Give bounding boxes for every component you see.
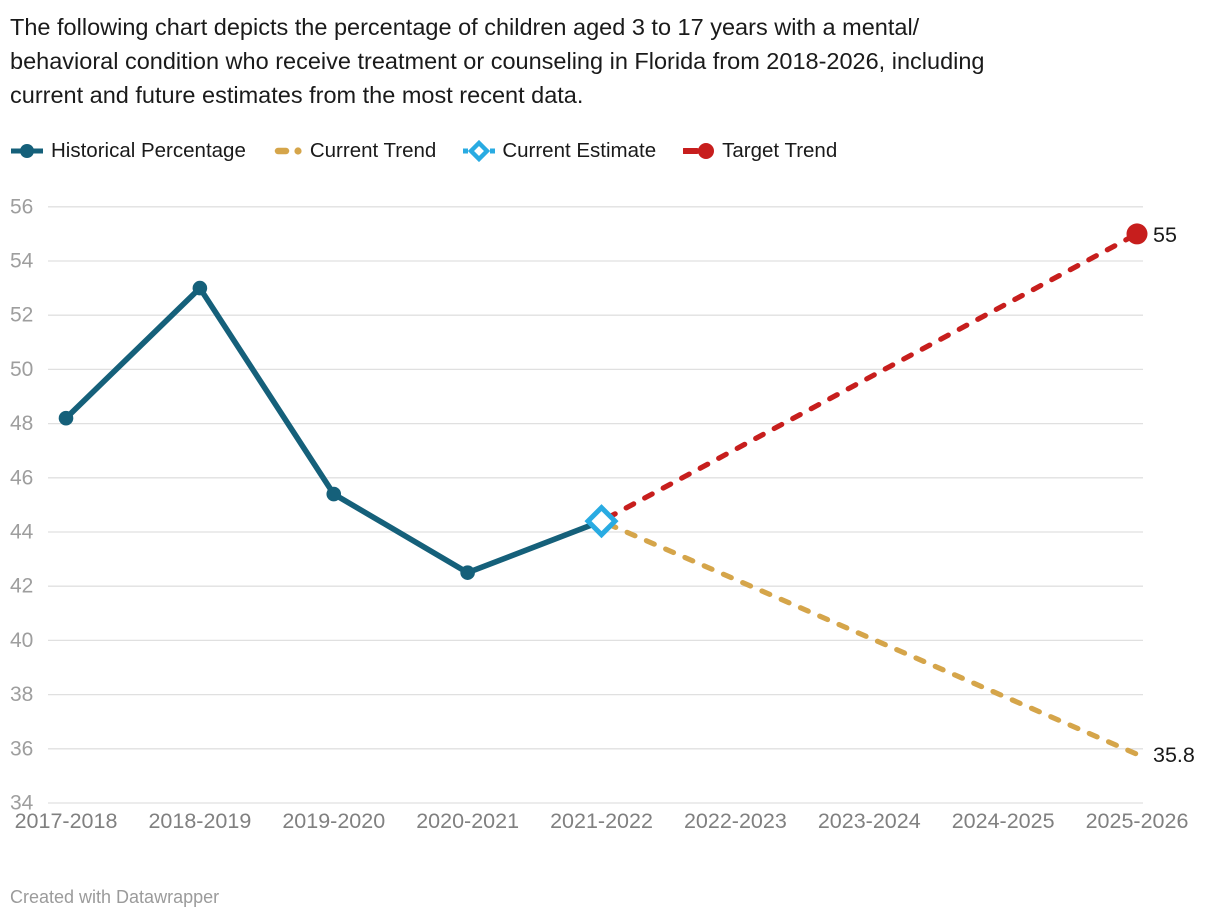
legend-item-current-trend: Current Trend — [273, 139, 436, 163]
y-tick-label: 36 — [10, 737, 33, 760]
data-point-marker — [460, 565, 475, 580]
data-point-marker — [326, 486, 342, 502]
chart-title-line: current and future estimates from the mo… — [10, 82, 584, 108]
series-end-value-label: 35.8 — [1153, 743, 1195, 767]
series-end-value-label: 55 — [1153, 223, 1177, 247]
legend-item-historical-percentage: Historical Percentage — [10, 139, 246, 163]
chart-title-line: behavioral condition who receive treatme… — [10, 48, 985, 74]
y-tick-label: 50 — [10, 358, 33, 381]
dashed-line-icon — [274, 147, 302, 155]
y-tick-label: 44 — [10, 521, 34, 544]
y-tick-label: 40 — [10, 629, 33, 652]
legend-label: Target Trend — [722, 139, 838, 162]
chart-title-line: The following chart depicts the percenta… — [10, 14, 920, 40]
y-tick-label: 48 — [10, 412, 33, 435]
legend-item-current-estimate: Current Estimate — [463, 139, 656, 163]
current-estimate-marker — [584, 504, 619, 539]
x-tick-label: 2021-2022 — [550, 809, 653, 833]
legend-label: Current Estimate — [502, 139, 657, 162]
y-tick-label: 52 — [10, 304, 33, 327]
series-line-current-trend — [598, 518, 1140, 757]
x-tick-label: 2024-2025 — [952, 809, 1055, 833]
hollow-diamond-icon — [463, 140, 496, 162]
x-tick-label: 2025-2026 — [1086, 809, 1189, 833]
x-tick-label: 2017-2018 — [15, 809, 118, 833]
series-line-target-trend — [598, 231, 1140, 524]
y-tick-label: 38 — [10, 683, 33, 706]
target-end-marker — [1126, 223, 1148, 245]
x-tick-label: 2023-2024 — [818, 809, 921, 833]
legend: Historical Percentage Current Trend Curr… — [10, 139, 837, 163]
chart-title: The following chart depicts the percenta… — [10, 10, 985, 112]
legend-label: Historical Percentage — [51, 139, 246, 162]
y-tick-label: 56 — [10, 195, 33, 218]
legend-item-target-trend: Target Trend — [683, 139, 837, 163]
y-tick-label: 54 — [10, 250, 34, 273]
y-tick-label: 46 — [10, 466, 33, 489]
series-line-historical-percentage — [63, 285, 605, 576]
data-point-marker — [58, 410, 74, 426]
y-tick-label: 42 — [10, 575, 33, 598]
x-tick-label: 2019-2020 — [282, 809, 385, 833]
data-point-marker — [192, 280, 208, 296]
x-tick-label: 2022-2023 — [684, 809, 787, 833]
datawrapper-credit-link[interactable]: Created with Datawrapper — [10, 887, 220, 907]
legend-label: Current Trend — [309, 139, 437, 162]
x-tick-label: 2020-2021 — [416, 809, 519, 833]
dash-dot-icon — [683, 143, 715, 159]
x-tick-label: 2018-2019 — [148, 809, 251, 833]
line-dot-icon — [11, 144, 43, 158]
y-tick-label: 34 — [10, 792, 34, 815]
